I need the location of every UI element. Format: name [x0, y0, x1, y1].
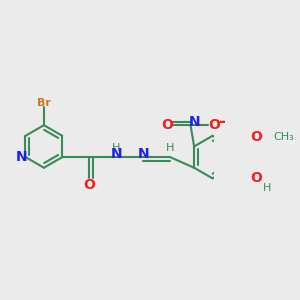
Text: O: O: [208, 118, 220, 132]
Text: N: N: [137, 147, 149, 161]
Text: O: O: [83, 178, 95, 192]
Text: H: H: [263, 183, 271, 193]
Text: O: O: [250, 130, 262, 143]
Text: H: H: [112, 143, 120, 153]
Text: -: -: [218, 113, 225, 131]
Text: H: H: [166, 143, 174, 153]
Text: O: O: [250, 171, 262, 184]
Text: CH₃: CH₃: [274, 131, 294, 142]
Text: N: N: [110, 147, 122, 161]
Text: N: N: [16, 150, 28, 164]
Text: O: O: [161, 118, 173, 132]
Text: Br: Br: [37, 98, 51, 107]
Text: N: N: [188, 116, 200, 129]
